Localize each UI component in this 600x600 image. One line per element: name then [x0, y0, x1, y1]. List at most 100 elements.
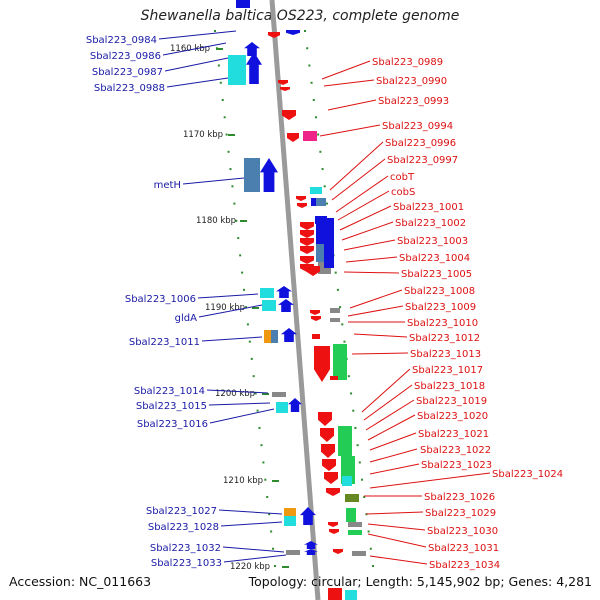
- gene-feature: [324, 218, 334, 268]
- gene-label-left[interactable]: Sbal223_0986: [90, 51, 161, 62]
- gene-feature: [280, 87, 290, 91]
- major-tick: [282, 566, 289, 568]
- gene-feature: [300, 238, 314, 246]
- tick-dot: [233, 202, 236, 205]
- gene-feature: [304, 541, 318, 549]
- gene-feature: [271, 330, 278, 343]
- gene-label-right[interactable]: Sbal223_1018: [414, 381, 485, 392]
- tick-dot: [237, 237, 240, 240]
- gene-label-right[interactable]: Sbal223_1020: [417, 411, 488, 422]
- leader-line: [222, 546, 285, 553]
- gene-label-right[interactable]: Sbal223_1003: [397, 236, 468, 247]
- tick-dot: [250, 357, 253, 360]
- gene-label-right[interactable]: Sbal223_1022: [420, 445, 491, 456]
- gene-label-left[interactable]: Sbal223_1006: [125, 294, 196, 305]
- gene-label-right[interactable]: Sbal223_1029: [425, 508, 496, 519]
- gene-label-right[interactable]: Sbal223_1024: [492, 469, 563, 480]
- gene-label-left[interactable]: metH: [154, 180, 181, 191]
- gene-label-left[interactable]: Sbal223_1016: [137, 419, 208, 430]
- tick-dot: [241, 271, 244, 274]
- gene-label-right[interactable]: Sbal223_1026: [424, 492, 495, 503]
- gene-label-right[interactable]: Sbal223_1005: [401, 269, 472, 280]
- leader-line: [319, 124, 381, 137]
- gene-feature: [314, 346, 330, 382]
- gene-feature: [260, 288, 274, 298]
- gene-label-right[interactable]: Sbal223_1013: [410, 349, 481, 360]
- leader-line: [367, 533, 427, 548]
- major-tick: [228, 134, 235, 136]
- gene-label-right[interactable]: Sbal223_1023: [421, 460, 492, 471]
- gene-label-right[interactable]: Sbal223_1009: [405, 302, 476, 313]
- gene-feature: [228, 55, 246, 85]
- leader-line: [201, 336, 263, 342]
- gene-label-right[interactable]: Sbal223_1021: [418, 429, 489, 440]
- gene-feature: [328, 522, 338, 527]
- gene-label-right[interactable]: Sbal223_1017: [412, 365, 483, 376]
- gene-label-right[interactable]: Sbal223_1012: [409, 333, 480, 344]
- gene-label-right[interactable]: Sbal223_0990: [376, 76, 447, 87]
- gene-label-left[interactable]: Sbal223_1033: [151, 558, 222, 569]
- leader-line: [341, 221, 394, 241]
- gene-feature: [322, 459, 336, 471]
- gene-feature: [300, 222, 314, 230]
- leader-line: [323, 79, 375, 87]
- gene-label-left[interactable]: Sbal223_0988: [94, 83, 165, 94]
- scale-label: 1220 kbp: [230, 562, 270, 572]
- gene-label-right[interactable]: Sbal223_1034: [429, 560, 500, 571]
- gene-label-right[interactable]: Sbal223_1031: [428, 543, 499, 554]
- gene-label-left[interactable]: gldA: [175, 313, 197, 324]
- gene-label-right[interactable]: Sbal223_1001: [393, 202, 464, 213]
- gene-label-right[interactable]: Sbal223_1008: [404, 286, 475, 297]
- leader-line: [345, 256, 398, 263]
- gene-label-right[interactable]: Sbal223_1030: [427, 526, 498, 537]
- leader-line: [220, 521, 283, 527]
- gene-label-left[interactable]: Sbal223_1014: [134, 386, 205, 397]
- major-tick: [262, 393, 269, 395]
- tick-dot: [244, 306, 247, 309]
- gene-label-right[interactable]: Sbal223_1010: [407, 318, 478, 329]
- leader-line: [197, 293, 259, 299]
- gene-label-left[interactable]: Sbal223_1027: [146, 506, 217, 517]
- gene-label-right[interactable]: cobS: [391, 187, 415, 198]
- leader-line: [206, 389, 269, 394]
- gene-label-right[interactable]: Sbal223_0996: [385, 138, 456, 149]
- gene-label-right[interactable]: Sbal223_0997: [387, 155, 458, 166]
- tick-dot: [321, 168, 324, 171]
- scale-label: 1160 kbp: [170, 44, 210, 54]
- gene-label-left[interactable]: Sbal223_1032: [150, 543, 221, 554]
- gene-feature: [328, 588, 342, 600]
- gene-label-left[interactable]: Sbal223_1011: [129, 337, 200, 348]
- gene-feature: [324, 472, 338, 484]
- leader-line: [331, 158, 386, 201]
- tick-dot: [323, 185, 326, 188]
- gene-label-left[interactable]: Sbal223_0987: [92, 67, 163, 78]
- gene-label-right[interactable]: Sbal223_0993: [378, 96, 449, 107]
- leader-line: [209, 408, 275, 424]
- tick-dot: [363, 495, 366, 498]
- gene-label-right[interactable]: Sbal223_1002: [395, 218, 466, 229]
- gene-feature: [244, 158, 260, 192]
- tick-dot: [354, 426, 357, 429]
- tick-dot: [343, 340, 346, 343]
- gene-label-left[interactable]: Sbal223_0984: [86, 35, 157, 46]
- gene-feature: [311, 316, 321, 321]
- leader-line: [166, 77, 229, 88]
- gene-label-right[interactable]: Sbal223_1019: [416, 396, 487, 407]
- tick-dot: [254, 392, 257, 395]
- gene-label-left[interactable]: Sbal223_1015: [136, 401, 207, 412]
- gene-feature: [333, 549, 343, 554]
- leader-line: [343, 271, 400, 274]
- gene-feature: [321, 444, 335, 458]
- gene-label-right[interactable]: Sbal223_0989: [372, 57, 443, 68]
- gene-feature: [296, 196, 306, 201]
- gene-feature: [330, 308, 340, 313]
- leader-line: [351, 352, 409, 355]
- gene-label-left[interactable]: Sbal223_1028: [148, 522, 219, 533]
- gene-feature: [306, 266, 320, 276]
- gene-label-right[interactable]: Sbal223_0994: [382, 121, 453, 132]
- gene-label-right[interactable]: cobT: [390, 172, 415, 183]
- leader-line: [335, 175, 389, 213]
- leader-line: [223, 554, 287, 563]
- gene-label-right[interactable]: Sbal223_1004: [399, 253, 470, 264]
